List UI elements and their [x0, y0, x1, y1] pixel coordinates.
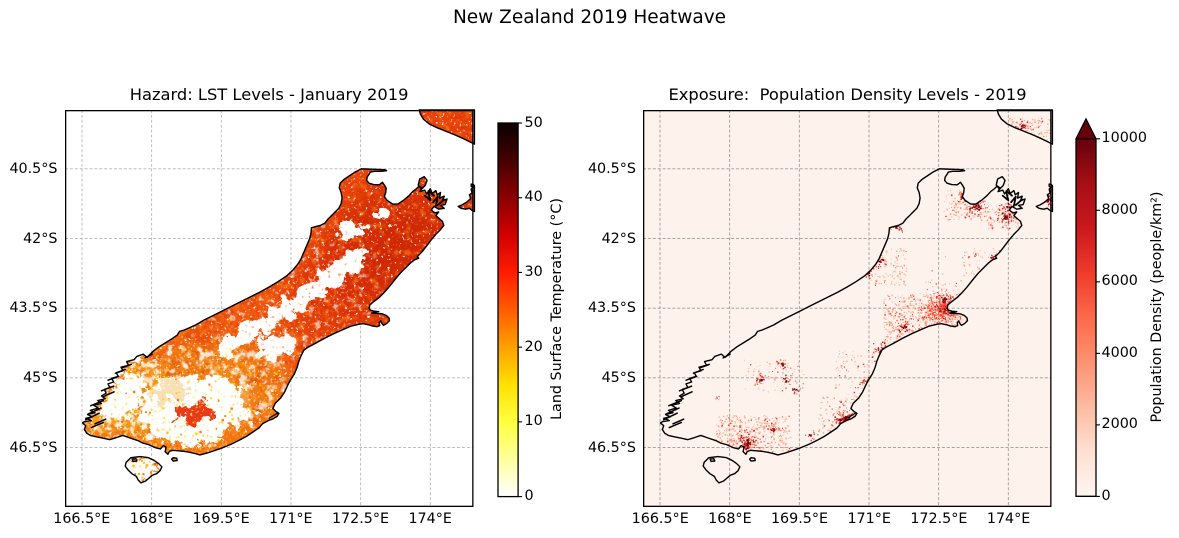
- exposure-title: Exposure: Population Density Levels - 20…: [668, 85, 1027, 104]
- hazard-colorbar-tick-0: 0: [524, 488, 534, 505]
- hazard-xtick-5: 174°E: [408, 511, 452, 527]
- exposure-ytick-4: 46.5°S: [587, 439, 636, 456]
- hazard-ytick-0: 40.5°S: [9, 160, 58, 177]
- hazard-axes-border: [64, 109, 474, 508]
- hazard-colorbar-tickmarks: [517, 121, 522, 497]
- hazard-ytick-2: 43.5°S: [9, 300, 58, 317]
- hazard-colorbar-tick-5: 50: [524, 114, 543, 131]
- hazard-colorbar: [497, 121, 522, 497]
- hazard-ytick-1: 42°S: [23, 230, 58, 247]
- hazard-colorbar-bar: [497, 121, 519, 497]
- exposure-colorbar-tick-5: 10000: [1101, 130, 1147, 147]
- exposure-colorbar-tick-4: 8000: [1101, 201, 1138, 218]
- exposure-colorbar-tick-0: 0: [1101, 487, 1111, 504]
- exposure-xtick-3: 171°E: [847, 511, 891, 527]
- hazard-coastline: [81, 109, 475, 484]
- exposure-ytick-2: 43.5°S: [587, 300, 636, 317]
- exposure-map: [643, 109, 1054, 508]
- hazard-xtick-0: 166.5°E: [53, 511, 111, 527]
- exposure-ytick-1: 42°S: [601, 230, 636, 247]
- exposure-xtick-1: 168°E: [708, 511, 752, 527]
- hazard-colorbar-tick-4: 40: [524, 189, 543, 206]
- exposure-xtick-4: 172.5°E: [910, 511, 968, 527]
- exposure-colorbar: [1075, 117, 1100, 497]
- exposure-xtick-2: 169.5°E: [770, 511, 829, 527]
- hazard-xtick-1: 168°E: [129, 511, 174, 527]
- hazard-colorbar-tick-1: 10: [524, 413, 543, 430]
- exposure-axes-border: [643, 109, 1052, 508]
- hazard-ytick-3: 45°S: [23, 369, 58, 386]
- hazard-title: Hazard: LST Levels - January 2019: [129, 85, 409, 104]
- hazard-map: [64, 109, 475, 508]
- exposure-colorbar-tick-3: 6000: [1101, 273, 1138, 290]
- exposure-ytick-3: 45°S: [601, 369, 636, 386]
- exposure-colorbar-bar: [1076, 138, 1096, 496]
- hazard-xtick-3: 171°E: [269, 511, 313, 527]
- exposure-colorbar-tick-1: 2000: [1101, 416, 1138, 433]
- hazard-colorbar-tick-2: 20: [524, 338, 543, 355]
- exposure-colorbar-tickmarks: [1096, 137, 1100, 497]
- hazard-ytick-4: 46.5°S: [9, 439, 58, 456]
- hazard-xtick-2: 169.5°E: [192, 511, 250, 527]
- hazard-colorbar-label: Land Surface Temperature (°C): [548, 198, 565, 421]
- exposure-xtick-5: 174°E: [986, 511, 1031, 527]
- exposure-colorbar-extend-arrow: [1076, 118, 1096, 139]
- exposure-xtick-0: 166.5°E: [631, 511, 689, 527]
- exposure-colorbar-label: Population Density (people/km²): [1149, 191, 1165, 423]
- exposure-colorbar-tick-2: 4000: [1101, 344, 1138, 361]
- figure-suptitle: New Zealand 2019 Heatwave: [452, 6, 727, 28]
- exposure-ytick-0: 40.5°S: [587, 160, 636, 177]
- exposure-gridlines: [643, 110, 1052, 507]
- hazard-xtick-4: 172.5°E: [331, 511, 390, 527]
- hazard-colorbar-tick-3: 30: [524, 264, 543, 280]
